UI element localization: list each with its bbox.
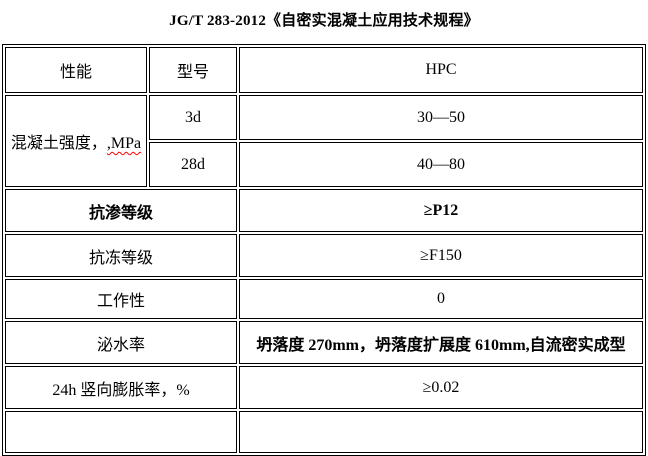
strength-unit-text: ,MPa: [106, 135, 142, 152]
table-row-frost-resistance: 抗冻等级 ≥F150: [5, 234, 643, 277]
strength-label-cell: 混凝土强度，,MPa: [5, 95, 147, 187]
impermeability-value: ≥P12: [239, 189, 643, 232]
workability-label: 工作性: [5, 279, 237, 319]
table-row-bleeding-rate: 泌水率 坍落度 270mm，坍落度扩展度 610mm,自流密实成型: [5, 321, 643, 364]
table-row-workability: 工作性 0: [5, 279, 643, 319]
workability-value: 0: [239, 279, 643, 319]
bleeding-rate-label: 泌水率: [5, 321, 237, 364]
header-cell-model: HPC: [239, 47, 643, 93]
impermeability-label: 抗渗等级: [5, 189, 237, 232]
table-row-partial: [5, 411, 643, 453]
bleeding-rate-value: 坍落度 270mm，坍落度扩展度 610mm,自流密实成型: [239, 321, 643, 364]
table-row-strength-3d: 混凝土强度，,MPa 3d 30—50: [5, 95, 643, 187]
table-row-strength-28d: 28d 40—80: [5, 142, 643, 187]
spec-table: 性能 型号 HPC 混凝土强度，,MPa 3d 30—50 28d 40—80 …: [2, 44, 646, 456]
header-cell-performance: 性能: [5, 47, 147, 93]
strength-value-3d: 30—50: [239, 95, 643, 140]
header-cell-type: 型号: [149, 47, 237, 93]
vertical-expansion-label: 24h 竖向膨胀率，%: [5, 366, 237, 409]
table-row-header: 性能 型号 HPC: [5, 47, 643, 93]
strength-value-28d: 40—80: [239, 142, 643, 187]
page-title: JG/T 283-2012《自密实混凝土应用技术规程》: [169, 13, 479, 29]
vertical-expansion-value: ≥0.02: [239, 366, 643, 409]
partial-row-label-cell: [5, 411, 237, 453]
table-row-vertical-expansion: 24h 竖向膨胀率，% ≥0.02: [5, 366, 643, 409]
frost-resistance-value: ≥F150: [239, 234, 643, 277]
partial-row-value-cell: [239, 411, 643, 453]
frost-resistance-label: 抗冻等级: [5, 234, 237, 277]
table-row-impermeability: 抗渗等级 ≥P12: [5, 189, 643, 232]
strength-age-3d: 3d: [149, 95, 237, 140]
strength-label-text: 混凝土强度，: [10, 135, 107, 152]
strength-age-28d: 28d: [149, 142, 237, 187]
